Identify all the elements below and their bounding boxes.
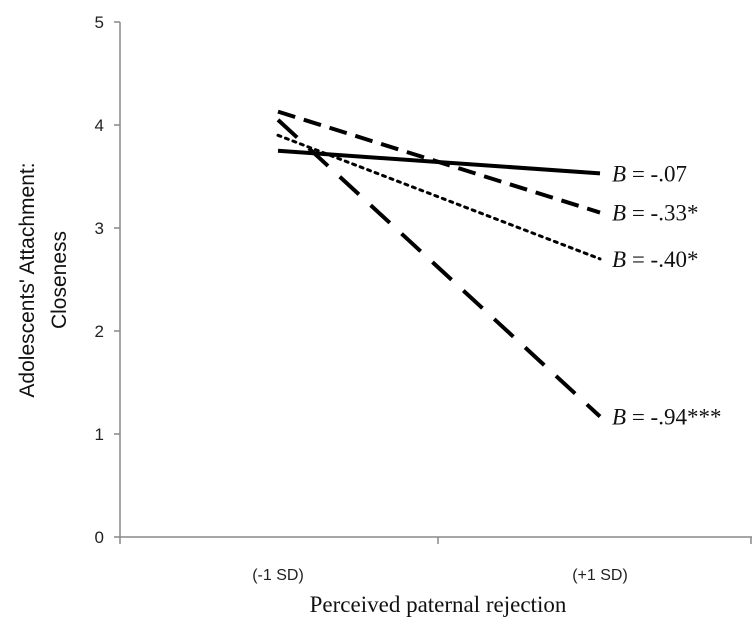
series-line-dotted [276, 133, 602, 261]
y-axis-title-line-1: Adolescents' Attachment: [16, 162, 39, 397]
y-ticks: 0 1 2 3 4 5 [95, 13, 120, 547]
slope-coefficient-symbol: B [612, 161, 626, 186]
slope-label: B = -.40* [612, 247, 698, 272]
x-ticks: (-1 SD) (+1 SD) [119, 537, 752, 584]
y-tick-label: 4 [95, 116, 104, 135]
y-tick-label: 3 [95, 219, 104, 238]
y-tick-label: 0 [95, 528, 104, 547]
slope-label: B = -.33* [612, 201, 698, 226]
slope-value: = -.94*** [626, 404, 721, 429]
series-lines [276, 109, 602, 418]
slope-value: = -.40* [626, 247, 698, 272]
x-category-label: (-1 SD) [252, 567, 304, 584]
series-line-dashed [277, 109, 601, 215]
slope-labels: B = -.07B = -.33*B = -.40*B = -.94*** [612, 161, 721, 429]
y-axis-title-line-2: Closeness [48, 231, 71, 329]
slope-coefficient-symbol: B [612, 201, 626, 226]
slope-value: = -.33* [626, 201, 698, 226]
slope-value: = -.07 [626, 161, 687, 186]
y-tick-label: 1 [95, 425, 104, 444]
y-tick-label: 5 [95, 13, 104, 32]
x-axis-title: Perceived paternal rejection [310, 592, 567, 617]
slope-coefficient-symbol: B [612, 404, 626, 429]
slope-label: B = -.07 [612, 161, 687, 186]
slope-coefficient-symbol: B [612, 247, 626, 272]
y-axis-title: Adolescents' Attachment: Closeness [16, 162, 71, 397]
slope-label: B = -.94*** [612, 404, 721, 429]
x-category-label: (+1 SD) [572, 567, 628, 584]
series-line-longdash [276, 118, 602, 418]
y-tick-label: 2 [95, 322, 104, 341]
